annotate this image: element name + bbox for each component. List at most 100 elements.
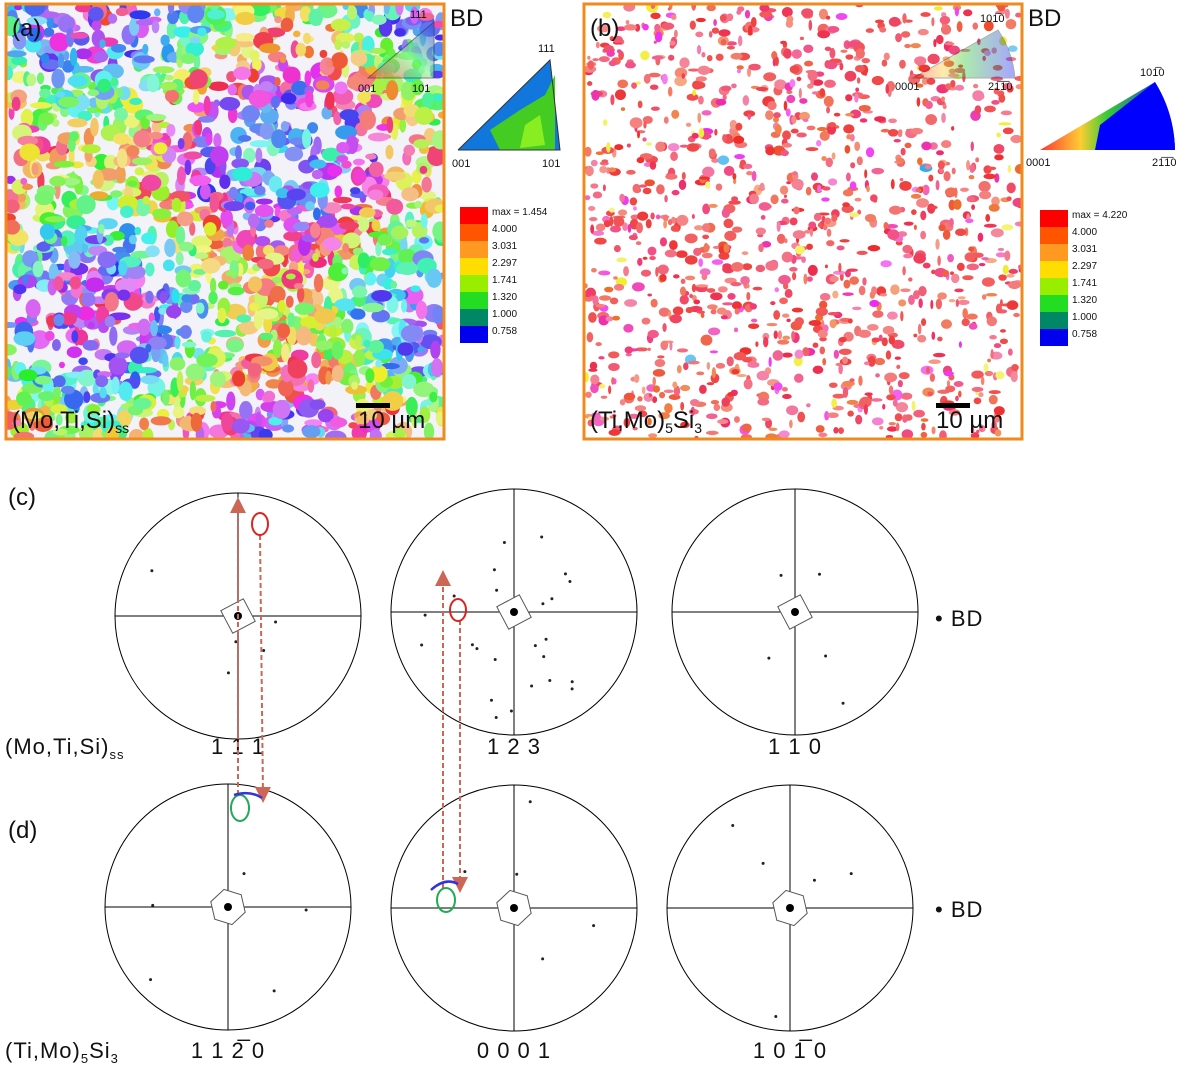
grain: [194, 245, 212, 253]
grain: [962, 275, 973, 280]
grain: [902, 266, 905, 275]
grain: [751, 17, 757, 27]
grain: [310, 399, 326, 409]
grain: [710, 292, 722, 300]
legend-label: 1.000: [492, 309, 517, 320]
grain: [61, 386, 75, 395]
pole-point: [495, 589, 498, 592]
grain: [901, 31, 910, 38]
grain: [900, 178, 904, 181]
grain: [643, 257, 648, 260]
grain: [864, 169, 867, 178]
grain: [777, 221, 781, 232]
grain: [608, 363, 620, 371]
legend-swatch: [460, 326, 488, 343]
pole-point: [274, 620, 277, 623]
grain: [748, 114, 751, 120]
panel-label: (a): [12, 15, 41, 42]
grain: [271, 96, 280, 109]
grain: [649, 256, 656, 260]
grain: [191, 413, 202, 432]
pole-point: [453, 594, 456, 597]
grain: [889, 17, 901, 27]
grain: [779, 298, 788, 305]
pole-label: 0 0 0 1: [477, 1038, 551, 1063]
grain: [111, 44, 126, 53]
pole-point: [273, 989, 276, 992]
grain: [287, 189, 306, 201]
grain: [163, 260, 175, 272]
grain: [895, 413, 903, 421]
grain: [37, 72, 44, 84]
grain: [868, 245, 881, 251]
legend-swatch: [1040, 278, 1068, 295]
grain: [782, 7, 793, 17]
grain: [724, 166, 735, 176]
grain: [994, 154, 1004, 160]
grain: [913, 410, 925, 418]
grain: [637, 212, 648, 221]
grain: [310, 243, 317, 250]
ipf-label: 21̅1̅0: [1152, 157, 1176, 169]
grain: [936, 35, 944, 44]
grain: [845, 94, 852, 101]
grain: [824, 80, 836, 88]
grain: [309, 159, 326, 168]
grain: [761, 215, 766, 220]
grain: [281, 121, 289, 132]
grain: [1007, 183, 1016, 194]
grain: [120, 206, 134, 218]
grain: [797, 77, 802, 81]
grain: [655, 267, 658, 277]
grain: [791, 129, 799, 134]
grain: [945, 42, 955, 45]
grain: [839, 349, 852, 355]
grain: [220, 209, 233, 227]
grain: [838, 263, 841, 273]
grain: [901, 148, 906, 156]
grain: [989, 335, 997, 340]
grain: [141, 175, 161, 191]
grain: [847, 411, 854, 417]
grain: [826, 240, 834, 246]
grain: [659, 392, 665, 399]
grain: [340, 109, 359, 121]
grain: [22, 274, 28, 284]
pole-point: [571, 687, 574, 690]
grain: [936, 180, 940, 190]
grain: [759, 11, 772, 18]
grain: [900, 288, 910, 292]
grain: [921, 432, 928, 438]
grain: [714, 404, 721, 411]
grain: [781, 199, 789, 204]
grain: [13, 331, 35, 346]
pole-point: [510, 709, 513, 712]
grain: [637, 258, 642, 266]
grain: [806, 187, 812, 196]
grain: [599, 384, 605, 389]
grain: [864, 392, 872, 396]
grain: [910, 43, 921, 48]
grain: [685, 255, 698, 264]
grain: [250, 140, 272, 147]
grain: [302, 425, 320, 438]
grain: [940, 16, 950, 25]
grain: [955, 7, 959, 17]
grain: [825, 47, 832, 51]
grain: [235, 145, 242, 160]
grain: [839, 337, 847, 343]
grain: [68, 251, 80, 268]
grain: [972, 387, 984, 392]
grain: [117, 148, 127, 168]
grain: [117, 289, 130, 300]
grain: [648, 247, 657, 256]
grain: [236, 314, 251, 322]
grain: [59, 362, 65, 368]
grain: [774, 79, 786, 89]
grain: [26, 299, 41, 318]
grain: [628, 224, 632, 233]
grain: [717, 419, 728, 424]
grain: [232, 167, 252, 182]
grain: [410, 285, 420, 292]
grain: [654, 24, 660, 32]
